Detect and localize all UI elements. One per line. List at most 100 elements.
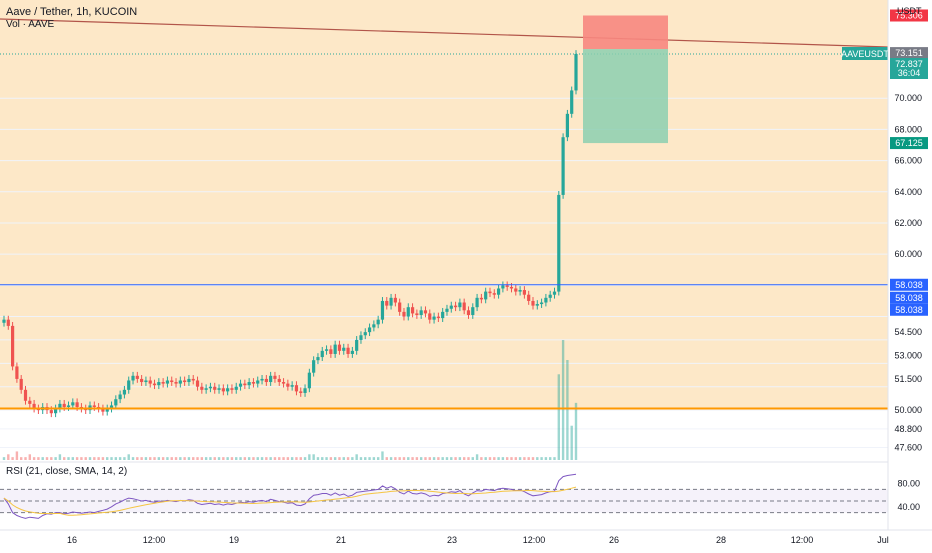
volume-bar bbox=[149, 457, 152, 460]
candle-body bbox=[217, 388, 221, 390]
candle-body bbox=[531, 300, 535, 306]
volume-bar bbox=[243, 457, 247, 460]
volume-bar bbox=[93, 457, 96, 460]
candle-body bbox=[174, 382, 178, 384]
candle-body bbox=[518, 290, 522, 292]
candle-body bbox=[350, 350, 354, 354]
candle-body bbox=[54, 408, 58, 414]
volume-bar bbox=[493, 457, 496, 460]
volume-bar bbox=[355, 454, 358, 460]
chart-title: Aave / Tether, 1h, KUCOIN bbox=[6, 6, 138, 18]
candle-body bbox=[157, 382, 161, 386]
volume-bar bbox=[574, 402, 578, 460]
candle-body bbox=[445, 308, 449, 312]
volume-bar bbox=[67, 457, 70, 460]
countdown-bg bbox=[890, 67, 928, 79]
price-axis[interactable]: 70.00068.00066.00064.00062.00060.00056.0… bbox=[887, 0, 932, 550]
volume-bar bbox=[174, 457, 178, 460]
candle-body bbox=[114, 399, 118, 406]
level-tag-1-bg bbox=[890, 278, 928, 291]
volume-bar bbox=[441, 457, 444, 460]
level-tag-2: 58.038 bbox=[895, 293, 923, 303]
volume-bar bbox=[41, 457, 44, 460]
candle-body bbox=[333, 344, 337, 354]
volume-bar bbox=[364, 457, 367, 460]
candle-body bbox=[165, 380, 170, 384]
candle-body bbox=[183, 380, 187, 383]
volume-bar bbox=[226, 457, 229, 460]
volume-bar bbox=[24, 457, 27, 460]
candle-body bbox=[509, 286, 514, 289]
volume-bar bbox=[566, 360, 569, 460]
rsi-panel bbox=[0, 461, 888, 519]
time-axis[interactable]: 16 12:00 19 21 23 12:00 26 28 12:00 Jul bbox=[0, 529, 932, 545]
candle-body bbox=[307, 372, 311, 389]
entry-price-tag-bg bbox=[890, 47, 928, 60]
candle-body bbox=[337, 344, 342, 351]
candle-body bbox=[367, 327, 372, 333]
volume-bar bbox=[514, 457, 517, 460]
volume-bar bbox=[419, 457, 423, 460]
candle-body bbox=[475, 297, 479, 308]
time-tick: 26 bbox=[609, 535, 619, 545]
stop-price-tag: 75.306 bbox=[895, 10, 923, 20]
volume-bar bbox=[256, 457, 259, 460]
candle-body bbox=[449, 305, 453, 309]
volume-bar bbox=[235, 457, 238, 460]
candle-body bbox=[423, 310, 428, 314]
volume-bar bbox=[127, 454, 130, 460]
candle-body bbox=[320, 350, 324, 358]
volume-bar bbox=[37, 457, 40, 460]
volume-bar bbox=[346, 457, 350, 460]
candle-body bbox=[247, 382, 251, 386]
volume-bar bbox=[316, 457, 320, 460]
candle-body bbox=[62, 403, 66, 407]
candle-body bbox=[303, 388, 307, 393]
volume-bar bbox=[437, 457, 440, 460]
candle-body bbox=[243, 383, 247, 386]
candle-body bbox=[359, 335, 363, 340]
volume-bar bbox=[471, 457, 474, 460]
volume-bar bbox=[402, 457, 406, 460]
volume-bar bbox=[497, 457, 500, 460]
rsi-sma-line bbox=[3, 486, 577, 516]
volume-bar bbox=[424, 457, 427, 460]
rsi-line bbox=[3, 473, 577, 519]
volume-bar bbox=[204, 457, 208, 460]
volume-bar bbox=[15, 451, 19, 460]
volume-bar bbox=[118, 457, 122, 460]
volume-bar bbox=[200, 457, 204, 460]
volume-bar bbox=[454, 457, 457, 460]
volume-bar bbox=[187, 457, 191, 460]
candle-body bbox=[273, 375, 277, 379]
price-tick: 50.000 bbox=[894, 405, 922, 415]
volume-bar bbox=[106, 457, 109, 460]
volume-bar bbox=[389, 457, 393, 460]
drawing-tools[interactable]: AAVEUSDT bbox=[0, 15, 889, 410]
volume-bar bbox=[321, 457, 324, 460]
volume-bar bbox=[252, 457, 255, 460]
candle-body bbox=[398, 302, 402, 312]
volume-bar bbox=[351, 457, 354, 460]
candle-body bbox=[574, 53, 578, 91]
candle-body bbox=[312, 360, 316, 373]
candle-body bbox=[527, 294, 531, 301]
candle-body bbox=[346, 347, 350, 354]
candle-body bbox=[496, 288, 501, 295]
volume-bar bbox=[308, 454, 311, 460]
volume-bar bbox=[333, 457, 337, 460]
volume-bar bbox=[303, 457, 307, 460]
candle-body bbox=[415, 313, 419, 315]
volume-bar bbox=[372, 457, 376, 460]
volume-bar bbox=[161, 457, 165, 460]
volume-bar bbox=[260, 457, 264, 460]
candle-body bbox=[286, 383, 290, 387]
candle-body bbox=[170, 380, 174, 383]
volume-bar bbox=[209, 457, 212, 460]
volume-bar bbox=[2, 457, 6, 460]
volume-bar bbox=[450, 457, 453, 460]
volume-bar bbox=[63, 457, 66, 460]
price-tick: 47.600 bbox=[894, 443, 922, 453]
